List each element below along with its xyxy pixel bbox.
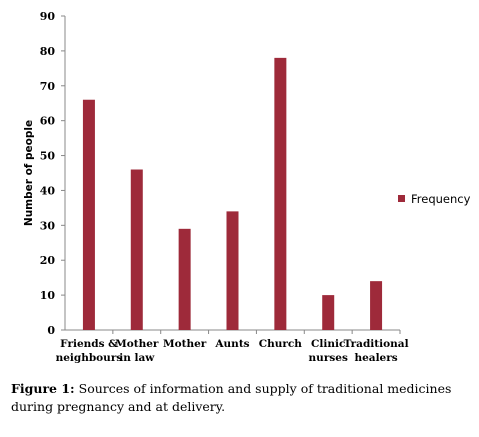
bar	[370, 281, 383, 330]
x-category-label: Aunts	[214, 338, 249, 350]
legend: Frequency	[398, 192, 471, 206]
bar	[322, 295, 335, 330]
bar	[130, 169, 143, 330]
y-tick-label: 20	[40, 254, 56, 267]
x-category-label: Mother in law	[115, 338, 159, 364]
caption-label: Figure 1:	[11, 381, 75, 396]
y-axis: 0 10 20 30 40 50 60 70 80 90	[40, 10, 400, 337]
y-tick-label: 40	[40, 184, 56, 197]
y-tick-label: 10	[40, 289, 56, 302]
caption-text: Sources of information and supply of tra…	[11, 381, 452, 414]
legend-swatch	[398, 195, 405, 202]
bar	[226, 211, 239, 330]
y-tick-label: 80	[40, 45, 56, 58]
y-tick-label: 90	[40, 10, 56, 23]
bar	[274, 57, 287, 330]
y-tick-label: 50	[40, 150, 56, 163]
chart-area: 0 10 20 30 40 50 60 70 80 90 Friends & neighbours M…	[23, 10, 471, 364]
x-category-label: Mother	[163, 338, 207, 350]
bar	[82, 99, 95, 330]
legend-label: Frequency	[411, 192, 471, 206]
x-category-label: Friends & neighbours	[56, 338, 123, 364]
y-tick-label: 0	[47, 324, 55, 337]
y-tick-label: 30	[40, 219, 56, 232]
x-category-label: Church	[259, 338, 303, 350]
y-tick-label: 60	[40, 115, 56, 128]
x-category-label: Clinic nurses	[309, 338, 348, 364]
figure-caption: Figure 1: Sources of information and sup…	[11, 380, 471, 416]
y-tick-label: 70	[40, 80, 56, 93]
y-axis-title: Number of people	[23, 120, 35, 226]
bars	[82, 57, 401, 334]
bar	[178, 228, 191, 330]
x-category-label: Traditional healers	[344, 338, 409, 364]
